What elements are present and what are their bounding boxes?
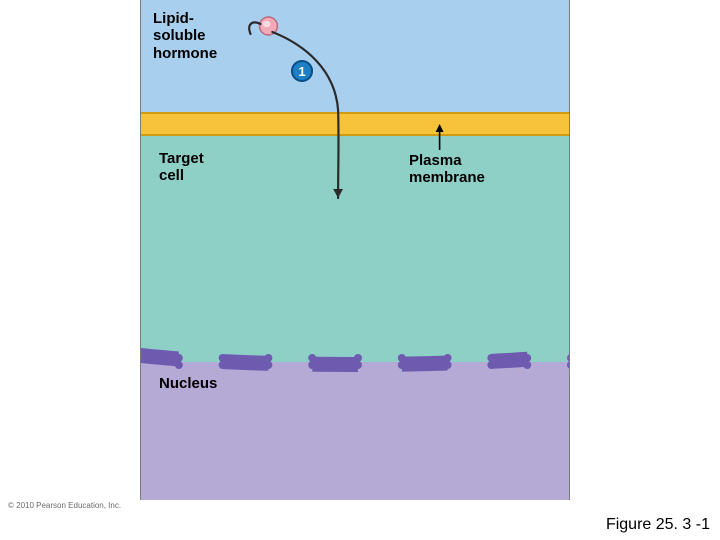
label-target-cell: Targetcell: [159, 150, 204, 185]
region-membrane: [141, 112, 569, 136]
label-nucleus: Nucleus: [159, 375, 217, 392]
label-plasma-membrane: Plasmamembrane: [409, 152, 485, 187]
diagram-stage: Lipid-solublehormone Targetcell Plasmame…: [140, 0, 570, 500]
figure-caption: Figure 25. 3 -1: [606, 516, 710, 534]
label-hormone: Lipid-solublehormone: [153, 10, 217, 62]
step-badge-1: 1: [291, 60, 313, 82]
region-cytoplasm: [141, 136, 569, 360]
copyright-text: © 2010 Pearson Education, Inc.: [8, 501, 121, 510]
